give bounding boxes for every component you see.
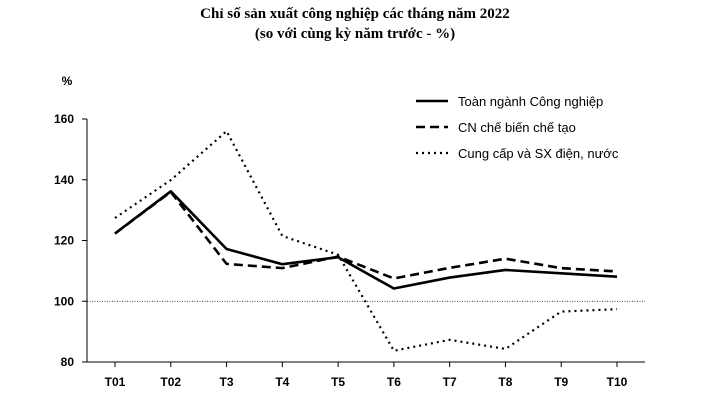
legend-label: CN chế biến chế tạo — [458, 120, 576, 135]
series-line-1 — [114, 189, 618, 290]
y-axis-label: % — [62, 74, 73, 88]
y-tick-label: 140 — [54, 173, 74, 187]
series-lines — [114, 130, 618, 352]
x-tick-label: T4 — [275, 375, 289, 389]
x-tick-label: T01 — [105, 375, 126, 389]
x-tick-label: T6 — [387, 375, 401, 389]
y-tick-label: 80 — [61, 355, 75, 369]
legend-label: Cung cấp và SX điện, nước — [458, 146, 619, 161]
x-tick-label: T9 — [554, 375, 568, 389]
x-tick-label: T02 — [160, 375, 181, 389]
series-line-2 — [114, 190, 618, 280]
chart-subtitle: (so với cùng kỳ năm trước - %) — [254, 26, 456, 42]
chart-title: Chỉ số sản xuất công nghiệp các tháng nă… — [200, 6, 510, 22]
x-tick-label: T7 — [443, 375, 457, 389]
x-tick-label: T10 — [607, 375, 628, 389]
x-tick-label: T3 — [220, 375, 234, 389]
legend-label: Toàn ngành Công nghiệp — [458, 94, 603, 109]
x-tick-label: T8 — [498, 375, 512, 389]
y-tick-label: 160 — [54, 112, 74, 126]
series-line-3 — [114, 130, 618, 352]
y-tick-label: 120 — [54, 234, 74, 248]
x-tick-label: T5 — [331, 375, 345, 389]
axes: 80 100 120 140 160% T01 T02 T3 T4 T5 T6 T7 T8 T9 T10 — [54, 74, 645, 389]
y-tick-label: 100 — [54, 294, 74, 308]
legend: Toàn ngành Công nghiệp CN chế biến chế tạ… — [416, 94, 619, 161]
